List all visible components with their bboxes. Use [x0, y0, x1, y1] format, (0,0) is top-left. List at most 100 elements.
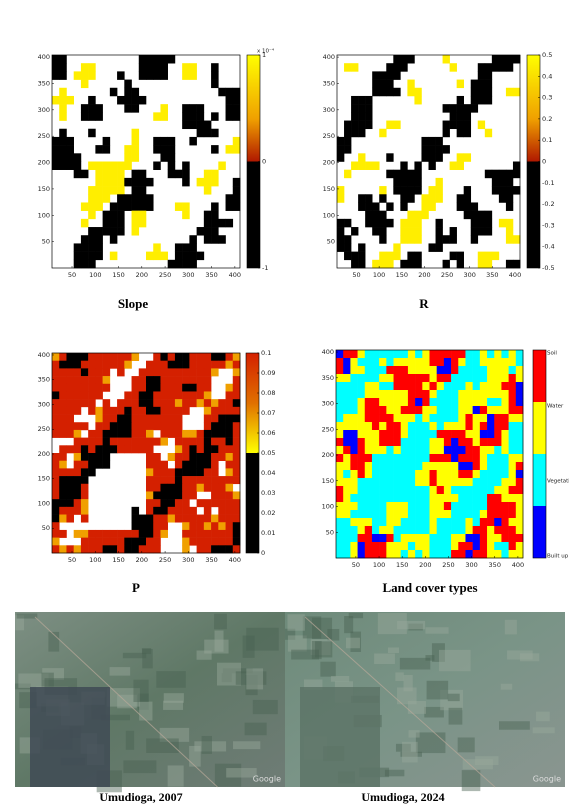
raster-cell [343, 462, 350, 470]
raster-cell [59, 353, 67, 361]
raster-cell [465, 446, 472, 454]
raster-cell [394, 414, 401, 422]
raster-cell [407, 260, 414, 268]
x-tick-label: 350 [205, 271, 217, 279]
raster-cell [233, 415, 241, 423]
raster-cell [444, 414, 451, 422]
raster-cell [88, 461, 96, 469]
raster-cell [197, 129, 205, 137]
raster-cell [408, 478, 415, 486]
raster-cell [103, 430, 111, 438]
raster-cell [211, 71, 219, 79]
raster-cell [379, 227, 386, 235]
raster-cell [394, 526, 401, 534]
raster-cell [88, 202, 96, 210]
raster-cell [132, 153, 140, 161]
raster-cell [401, 358, 408, 366]
raster-cell [132, 415, 140, 423]
raster-cell [146, 468, 154, 476]
raster-cell [74, 438, 82, 446]
raster-cell [88, 211, 96, 219]
raster-cell [478, 71, 485, 79]
raster-cell [458, 534, 465, 542]
raster-cell [226, 391, 234, 399]
raster-cell [372, 162, 379, 170]
raster-cell [103, 353, 111, 361]
photo-patch [215, 631, 224, 652]
raster-cell [146, 361, 154, 369]
raster-cell [175, 243, 183, 251]
raster-cell [473, 382, 480, 390]
raster-cell [204, 361, 212, 369]
raster-cell [88, 407, 96, 415]
raster-cell [516, 422, 523, 430]
raster-cell [494, 542, 501, 550]
raster-cell [407, 178, 414, 186]
raster-cell [182, 407, 190, 415]
raster-cell [415, 390, 422, 398]
raster-cell [499, 170, 506, 178]
raster-cell [365, 422, 372, 430]
raster-cell [197, 468, 205, 476]
raster-cell [59, 422, 67, 430]
raster-cell [501, 430, 508, 438]
raster-cell [394, 486, 401, 494]
raster-cell [139, 170, 147, 178]
raster-cell [336, 406, 343, 414]
raster-cell [506, 194, 513, 202]
raster-cell [408, 382, 415, 390]
raster-cell [146, 202, 154, 210]
raster-cell [509, 366, 516, 374]
raster-cell [139, 384, 147, 392]
raster-cell [379, 454, 386, 462]
photo-patch [463, 759, 493, 769]
raster-cell [160, 353, 168, 361]
raster-cell [197, 376, 205, 384]
raster-cell [379, 129, 386, 137]
raster-cell [197, 453, 205, 461]
raster-cell [458, 350, 465, 358]
raster-cell [480, 422, 487, 430]
raster-cell [386, 462, 393, 470]
raster-cell [124, 145, 132, 153]
raster-cell [211, 202, 219, 210]
raster-cell [52, 361, 60, 369]
raster-cell [386, 454, 393, 462]
raster-cell [226, 145, 234, 153]
raster-cell [487, 358, 494, 366]
raster-cell [59, 399, 67, 407]
raster-cell [103, 445, 111, 453]
raster-cell [226, 430, 234, 438]
raster-cell [153, 461, 161, 469]
raster-cell [233, 96, 241, 104]
raster-cell [197, 112, 205, 120]
raster-cell [132, 219, 140, 227]
raster-cell [415, 542, 422, 550]
satellite-photo: GoogleUmudioga, 2024 [285, 612, 565, 804]
raster-cell [458, 358, 465, 366]
raster-cell [365, 162, 372, 170]
raster-cell [336, 518, 343, 526]
raster-cell [336, 438, 343, 446]
raster-cell [81, 170, 89, 178]
raster-cell [337, 243, 344, 251]
raster-cell [117, 71, 125, 79]
raster-cell [95, 368, 103, 376]
raster-cell [494, 502, 501, 510]
colorbar-class-label: Built up [547, 554, 569, 560]
raster-cell [351, 129, 358, 137]
raster-cell [358, 406, 365, 414]
x-tick-label: 300 [182, 271, 194, 279]
raster-cell [344, 219, 351, 227]
raster-cell [509, 382, 516, 390]
raster-cell [480, 390, 487, 398]
raster-cell [458, 422, 465, 430]
raster-cell [211, 211, 219, 219]
raster-cell [386, 71, 393, 79]
raster-cell [457, 96, 464, 104]
raster-cell [465, 494, 472, 502]
x-tick-label: 150 [396, 271, 408, 279]
raster-cell [343, 406, 350, 414]
raster-cell [336, 486, 343, 494]
raster-cell [95, 422, 103, 430]
